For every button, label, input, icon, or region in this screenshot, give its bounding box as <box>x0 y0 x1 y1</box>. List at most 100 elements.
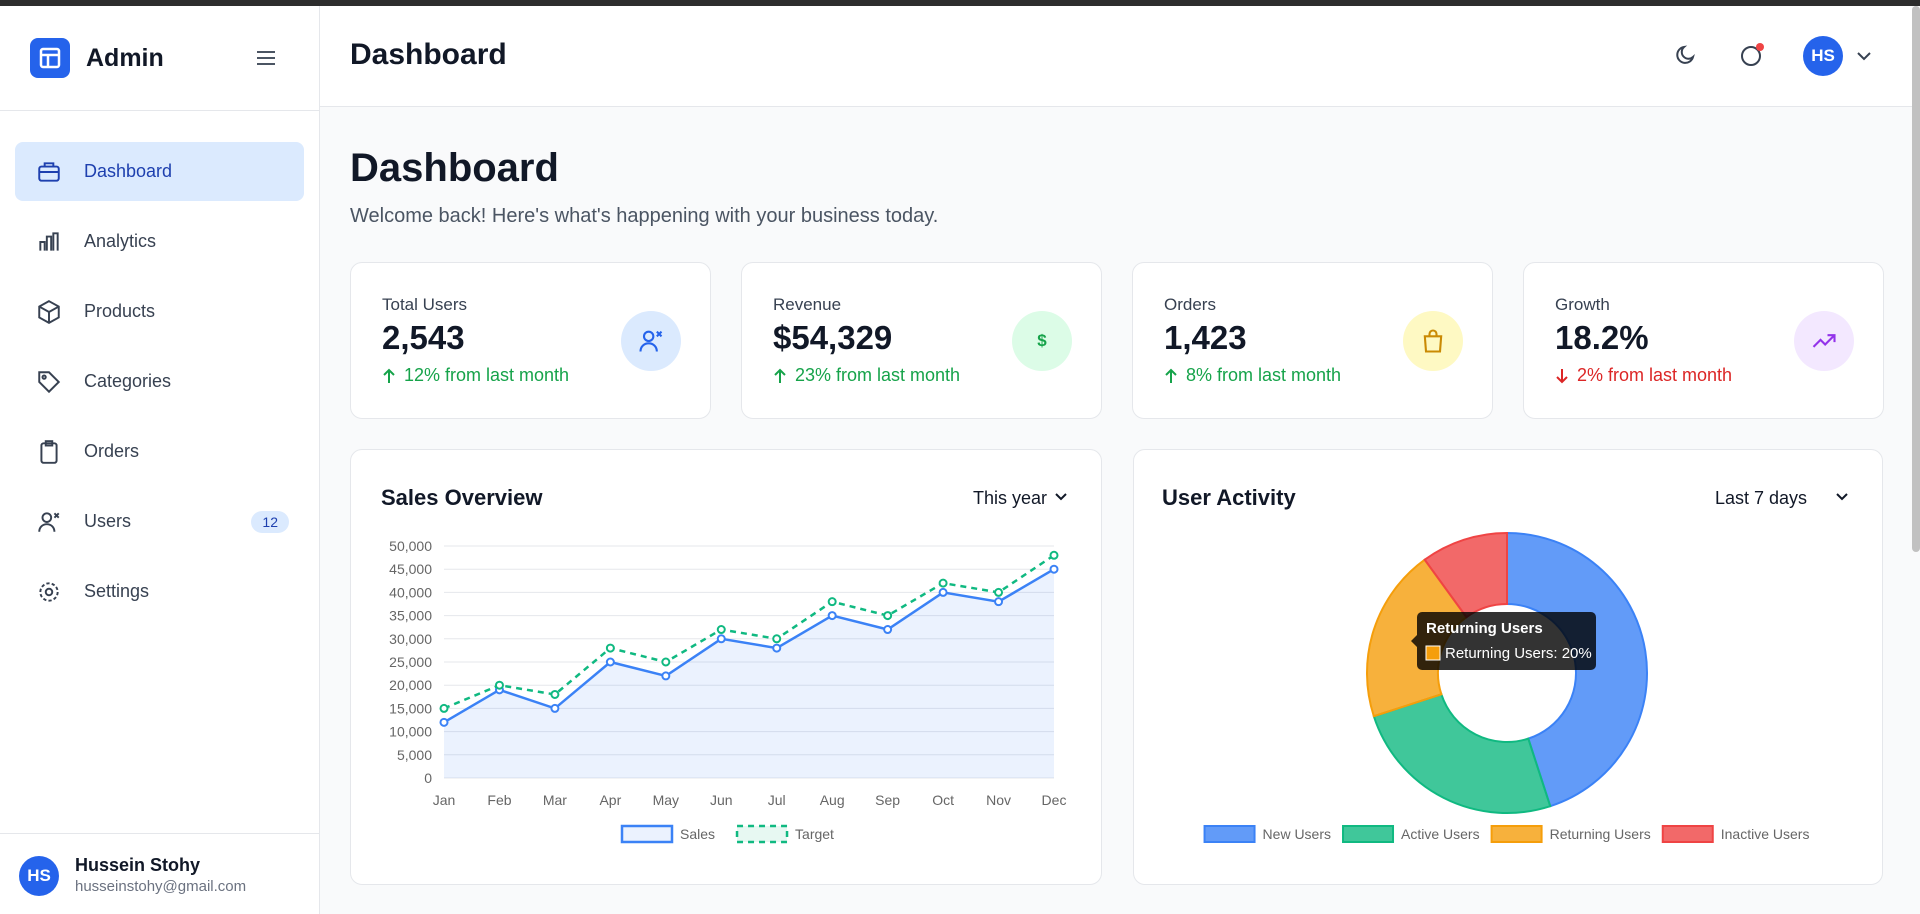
y-tick-label: 15,000 <box>389 700 432 716</box>
filter-chevron <box>1836 493 1848 501</box>
y-tick-label: 0 <box>424 770 432 786</box>
trend-arrow <box>774 368 786 383</box>
y-tick-label: 30,000 <box>389 631 432 647</box>
stat-card: Orders 1,423 8% from last month <box>1132 262 1493 419</box>
data-point <box>827 597 837 607</box>
tooltip-box <box>1411 612 1596 670</box>
stat-card: Total Users 2,543 12% from last month <box>350 262 711 419</box>
nav-label: Products <box>84 301 156 321</box>
data-point <box>938 578 948 588</box>
x-tick-label: Feb <box>487 792 511 808</box>
chart-filter[interactable]: This year <box>973 488 1047 508</box>
brand-name: Admin <box>86 44 164 72</box>
y-tick-label: 5,000 <box>397 747 432 763</box>
data-point <box>772 643 782 653</box>
nav-label: Dashboard <box>84 161 173 181</box>
stat-value: 2,543 <box>382 319 465 356</box>
sales-card <box>350 449 1102 885</box>
y-tick-label: 50,000 <box>389 538 432 554</box>
y-tick-label: 35,000 <box>389 608 432 624</box>
stat-change-text: 23% from last month <box>795 365 961 385</box>
legend-swatch <box>1490 825 1543 843</box>
stat-value: 18.2% <box>1555 319 1649 356</box>
legend-label: Target <box>795 826 834 842</box>
tooltip-title: Returning Users <box>1426 620 1543 637</box>
data-point <box>938 587 948 597</box>
legend-swatch <box>1203 825 1256 843</box>
x-tick-label: Dec <box>1042 792 1067 808</box>
nav-item[interactable]: Categories <box>15 352 304 411</box>
x-tick-label: Jul <box>768 792 786 808</box>
legend-label: Inactive Users <box>1721 826 1810 842</box>
y-tick-label: 10,000 <box>389 724 432 740</box>
series-line <box>443 568 1055 724</box>
theme-toggle[interactable] <box>1673 43 1699 69</box>
scrollbar[interactable] <box>1912 6 1920 552</box>
chart-filter[interactable]: Last 7 days <box>1715 488 1807 508</box>
stat-icon <box>621 311 681 371</box>
data-point <box>1049 564 1059 574</box>
legend-label: Active Users <box>1401 826 1480 842</box>
user-avatar[interactable]: HS <box>19 856 59 896</box>
nav-item[interactable]: Users 12 <box>15 492 304 551</box>
legend-swatch <box>735 824 789 844</box>
legend-label: Sales <box>680 826 715 842</box>
data-point <box>772 634 782 644</box>
stat-change: 2% from last month <box>1555 365 1732 386</box>
data-point <box>494 680 504 690</box>
legend-swatch <box>1342 825 1395 843</box>
notifications[interactable] <box>1738 41 1766 69</box>
y-tick-label: 20,000 <box>389 677 432 693</box>
nav-item[interactable]: Orders <box>15 422 304 481</box>
data-point <box>994 587 1004 597</box>
nav-item[interactable]: Products <box>15 282 304 341</box>
stat-change-text: 8% from last month <box>1186 365 1342 385</box>
legend: New Users Active Users Returning Users Inac… <box>1203 825 1810 843</box>
nav-item[interactable]: Analytics <box>15 212 304 271</box>
stat-change: 23% from last month <box>773 365 960 386</box>
legend-label: Returning Users <box>1550 826 1651 842</box>
series-line <box>443 554 1055 710</box>
user-email: husseinstohy@gmail.com <box>75 878 247 895</box>
area-fill <box>444 569 1054 778</box>
header: Dashboard HS <box>320 6 1912 107</box>
header-avatar[interactable]: HS <box>1803 36 1843 76</box>
user-menu-chevron[interactable] <box>1854 46 1874 66</box>
top-bar <box>0 0 1920 6</box>
stat-icon: $ <box>1012 311 1072 371</box>
data-point <box>550 689 560 699</box>
data-point <box>1049 550 1059 560</box>
filter-chevron <box>1055 493 1067 501</box>
nav-item[interactable]: Settings <box>15 562 304 621</box>
data-point <box>605 643 615 653</box>
stat-label: Growth <box>1555 295 1610 314</box>
sales-chart: Sales Overview This year 0 5,000 10,000 15,00… <box>381 485 1067 844</box>
sidebar: Admin Dashboard Analytics Products Categori… <box>0 6 320 914</box>
page-subtitle: Welcome back! Here's what's happening wi… <box>350 205 939 227</box>
doughnut-slice <box>1372 693 1552 814</box>
x-tick-label: May <box>653 792 679 808</box>
x-tick-label: Jun <box>710 792 733 808</box>
data-point <box>439 703 449 713</box>
data-point <box>661 671 671 681</box>
nav-item[interactable]: Dashboard <box>15 142 304 201</box>
data-point <box>605 657 615 667</box>
x-tick-label: Oct <box>932 792 954 808</box>
stat-change: 8% from last month <box>1164 365 1341 386</box>
data-point <box>439 717 449 727</box>
stat-value: 1,423 <box>1164 319 1247 356</box>
tooltip-swatch <box>1425 645 1441 661</box>
x-tick-label: Sep <box>875 792 900 808</box>
stat-icon <box>1403 311 1463 371</box>
nav-label: Users <box>84 511 132 531</box>
stat-icon <box>1794 311 1854 371</box>
stat-change-text: 12% from last month <box>404 365 570 385</box>
menu-toggle[interactable] <box>254 46 278 70</box>
data-point <box>550 703 560 713</box>
nav-label: Orders <box>84 441 140 461</box>
nav-label: Analytics <box>84 231 157 251</box>
x-tick-label: Apr <box>599 792 621 808</box>
nav-label: Settings <box>84 581 150 601</box>
data-point <box>883 611 893 621</box>
data-point <box>716 625 726 635</box>
